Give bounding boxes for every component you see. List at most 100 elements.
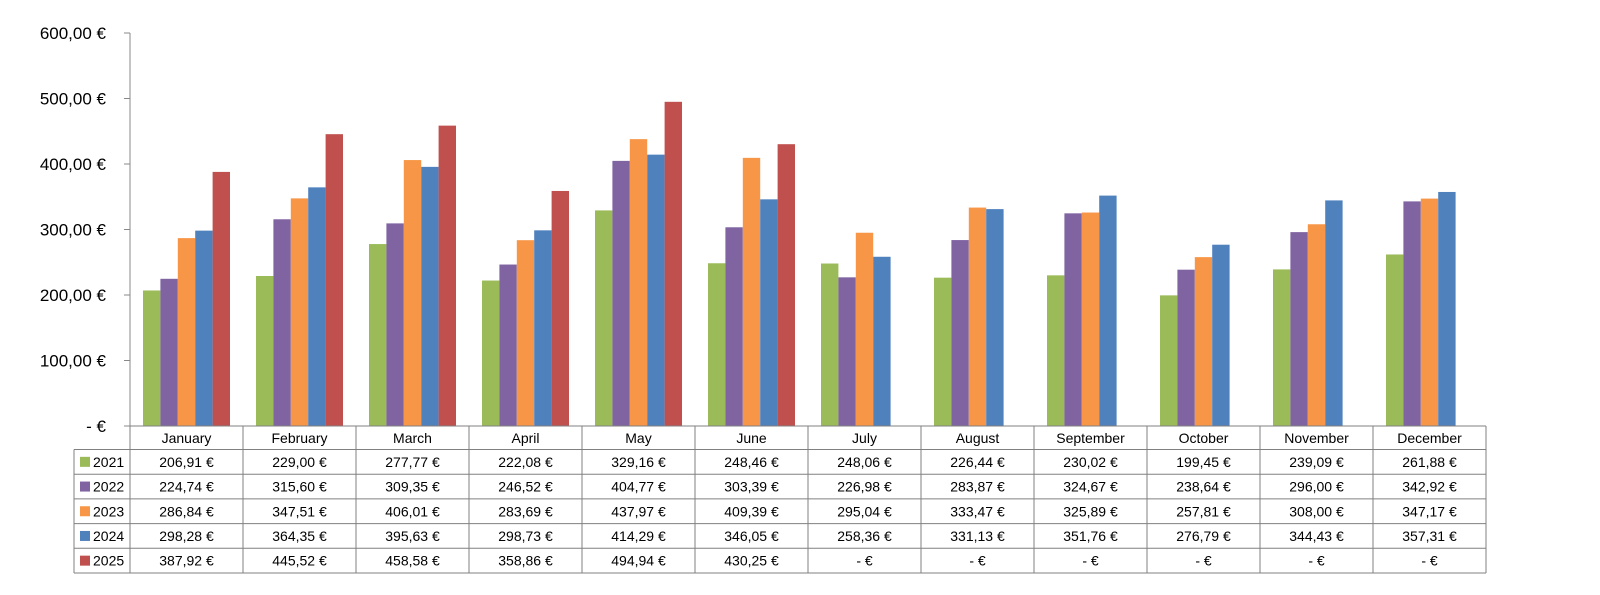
bar-2024-january xyxy=(195,230,213,426)
legend-series-name: 2022 xyxy=(93,479,124,495)
data-label: 295,04 € xyxy=(837,503,892,519)
table-category-label: January xyxy=(162,430,212,446)
data-label: 331,13 € xyxy=(950,528,1005,544)
bar-2022-june xyxy=(725,227,743,426)
bar-2025-may xyxy=(664,101,682,426)
data-label: 387,92 € xyxy=(159,553,214,569)
data-label: 303,39 € xyxy=(724,479,779,495)
bar-2021-march xyxy=(369,244,387,426)
bar-2024-december xyxy=(1438,191,1456,426)
bar-2021-may xyxy=(595,210,613,426)
data-label: 238,64 € xyxy=(1176,479,1231,495)
legend-key-2024 xyxy=(80,530,90,541)
data-label: 309,35 € xyxy=(385,479,440,495)
table-category-label: August xyxy=(956,430,1000,446)
data-label: 409,39 € xyxy=(724,503,779,519)
bar-2021-june xyxy=(708,263,726,426)
data-label: 224,74 € xyxy=(159,479,214,495)
bar-2022-november xyxy=(1290,232,1308,426)
bar-2024-june xyxy=(760,199,778,426)
legend-key-2025 xyxy=(80,555,90,566)
data-label: 276,79 € xyxy=(1176,528,1231,544)
table-category-label: February xyxy=(271,430,327,446)
data-label: 344,43 € xyxy=(1289,528,1344,544)
bar-2021-december xyxy=(1386,254,1404,426)
data-label: 206,91 € xyxy=(159,454,214,470)
bar-2025-january xyxy=(212,171,230,426)
data-label: 324,67 € xyxy=(1063,479,1118,495)
data-label: 315,60 € xyxy=(272,479,327,495)
bar-2022-september xyxy=(1064,213,1082,426)
data-label: 286,84 € xyxy=(159,503,214,519)
data-label: 239,09 € xyxy=(1289,454,1344,470)
data-label: 437,97 € xyxy=(611,503,666,519)
data-label: 248,46 € xyxy=(724,454,779,470)
y-tick-label: 300,00 € xyxy=(40,221,107,240)
y-tick-label: 600,00 € xyxy=(40,24,107,43)
bar-2022-april xyxy=(499,264,517,426)
data-label: - € xyxy=(856,553,873,569)
bar-2024-july xyxy=(873,256,891,426)
data-label: 430,25 € xyxy=(724,553,779,569)
data-label: - € xyxy=(1195,553,1212,569)
data-label: 395,63 € xyxy=(385,528,440,544)
bar-2023-august xyxy=(968,207,987,426)
legend-key-2021 xyxy=(80,456,90,467)
legend-series-name: 2023 xyxy=(93,503,124,519)
bar-2022-february xyxy=(273,219,291,426)
bar-2025-february xyxy=(325,134,343,426)
bar-2021-july xyxy=(821,263,839,426)
data-label: 283,69 € xyxy=(498,503,553,519)
bar-2023-january xyxy=(177,238,196,426)
data-label: 406,01 € xyxy=(385,503,440,519)
bar-2023-december xyxy=(1420,198,1439,426)
bar-2022-july xyxy=(838,277,856,426)
bar-2023-may xyxy=(629,139,648,426)
legend-series-name: 2021 xyxy=(93,454,124,470)
data-label: 226,44 € xyxy=(950,454,1005,470)
bar-2024-november xyxy=(1325,200,1343,426)
y-tick-label: 100,00 € xyxy=(40,352,107,371)
data-label: 298,73 € xyxy=(498,528,553,544)
bar-2024-may xyxy=(647,154,665,426)
y-tick-label: 400,00 € xyxy=(40,155,107,174)
bar-2023-march xyxy=(403,160,422,426)
data-label: - € xyxy=(1082,553,1099,569)
data-label: 277,77 € xyxy=(385,454,440,470)
table-category-label: July xyxy=(852,430,877,446)
bar-2024-april xyxy=(534,230,552,426)
table-category-label: April xyxy=(511,430,539,446)
data-label: 296,00 € xyxy=(1289,479,1344,495)
data-label: - € xyxy=(969,553,986,569)
table-category-label: October xyxy=(1179,430,1229,446)
data-label: 308,00 € xyxy=(1289,503,1344,519)
table-category-label: September xyxy=(1056,430,1125,446)
data-label: 261,88 € xyxy=(1402,454,1457,470)
bar-2024-february xyxy=(308,187,326,426)
data-label: - € xyxy=(1308,553,1325,569)
bar-2021-february xyxy=(256,276,274,426)
bar-2021-april xyxy=(482,280,500,426)
data-label: 258,36 € xyxy=(837,528,892,544)
table-category-label: May xyxy=(625,430,651,446)
table-category-label: November xyxy=(1284,430,1349,446)
bar-2023-april xyxy=(516,240,535,426)
y-tick-label: - € xyxy=(86,417,106,436)
data-label: 342,92 € xyxy=(1402,479,1457,495)
data-label: 458,58 € xyxy=(385,553,440,569)
legend-series-name: 2024 xyxy=(93,528,124,544)
bar-2024-october xyxy=(1212,244,1230,426)
bar-2021-january xyxy=(143,290,161,426)
y-tick-label: 500,00 € xyxy=(40,90,107,109)
bar-2023-july xyxy=(855,232,874,426)
data-label: 199,45 € xyxy=(1176,454,1231,470)
bar-2025-june xyxy=(777,144,795,426)
data-label: 257,81 € xyxy=(1176,503,1231,519)
bar-2023-october xyxy=(1194,257,1213,426)
data-label: 404,77 € xyxy=(611,479,666,495)
bar-2023-june xyxy=(742,157,761,426)
data-label: 351,76 € xyxy=(1063,528,1118,544)
legend-series-name: 2025 xyxy=(93,553,124,569)
